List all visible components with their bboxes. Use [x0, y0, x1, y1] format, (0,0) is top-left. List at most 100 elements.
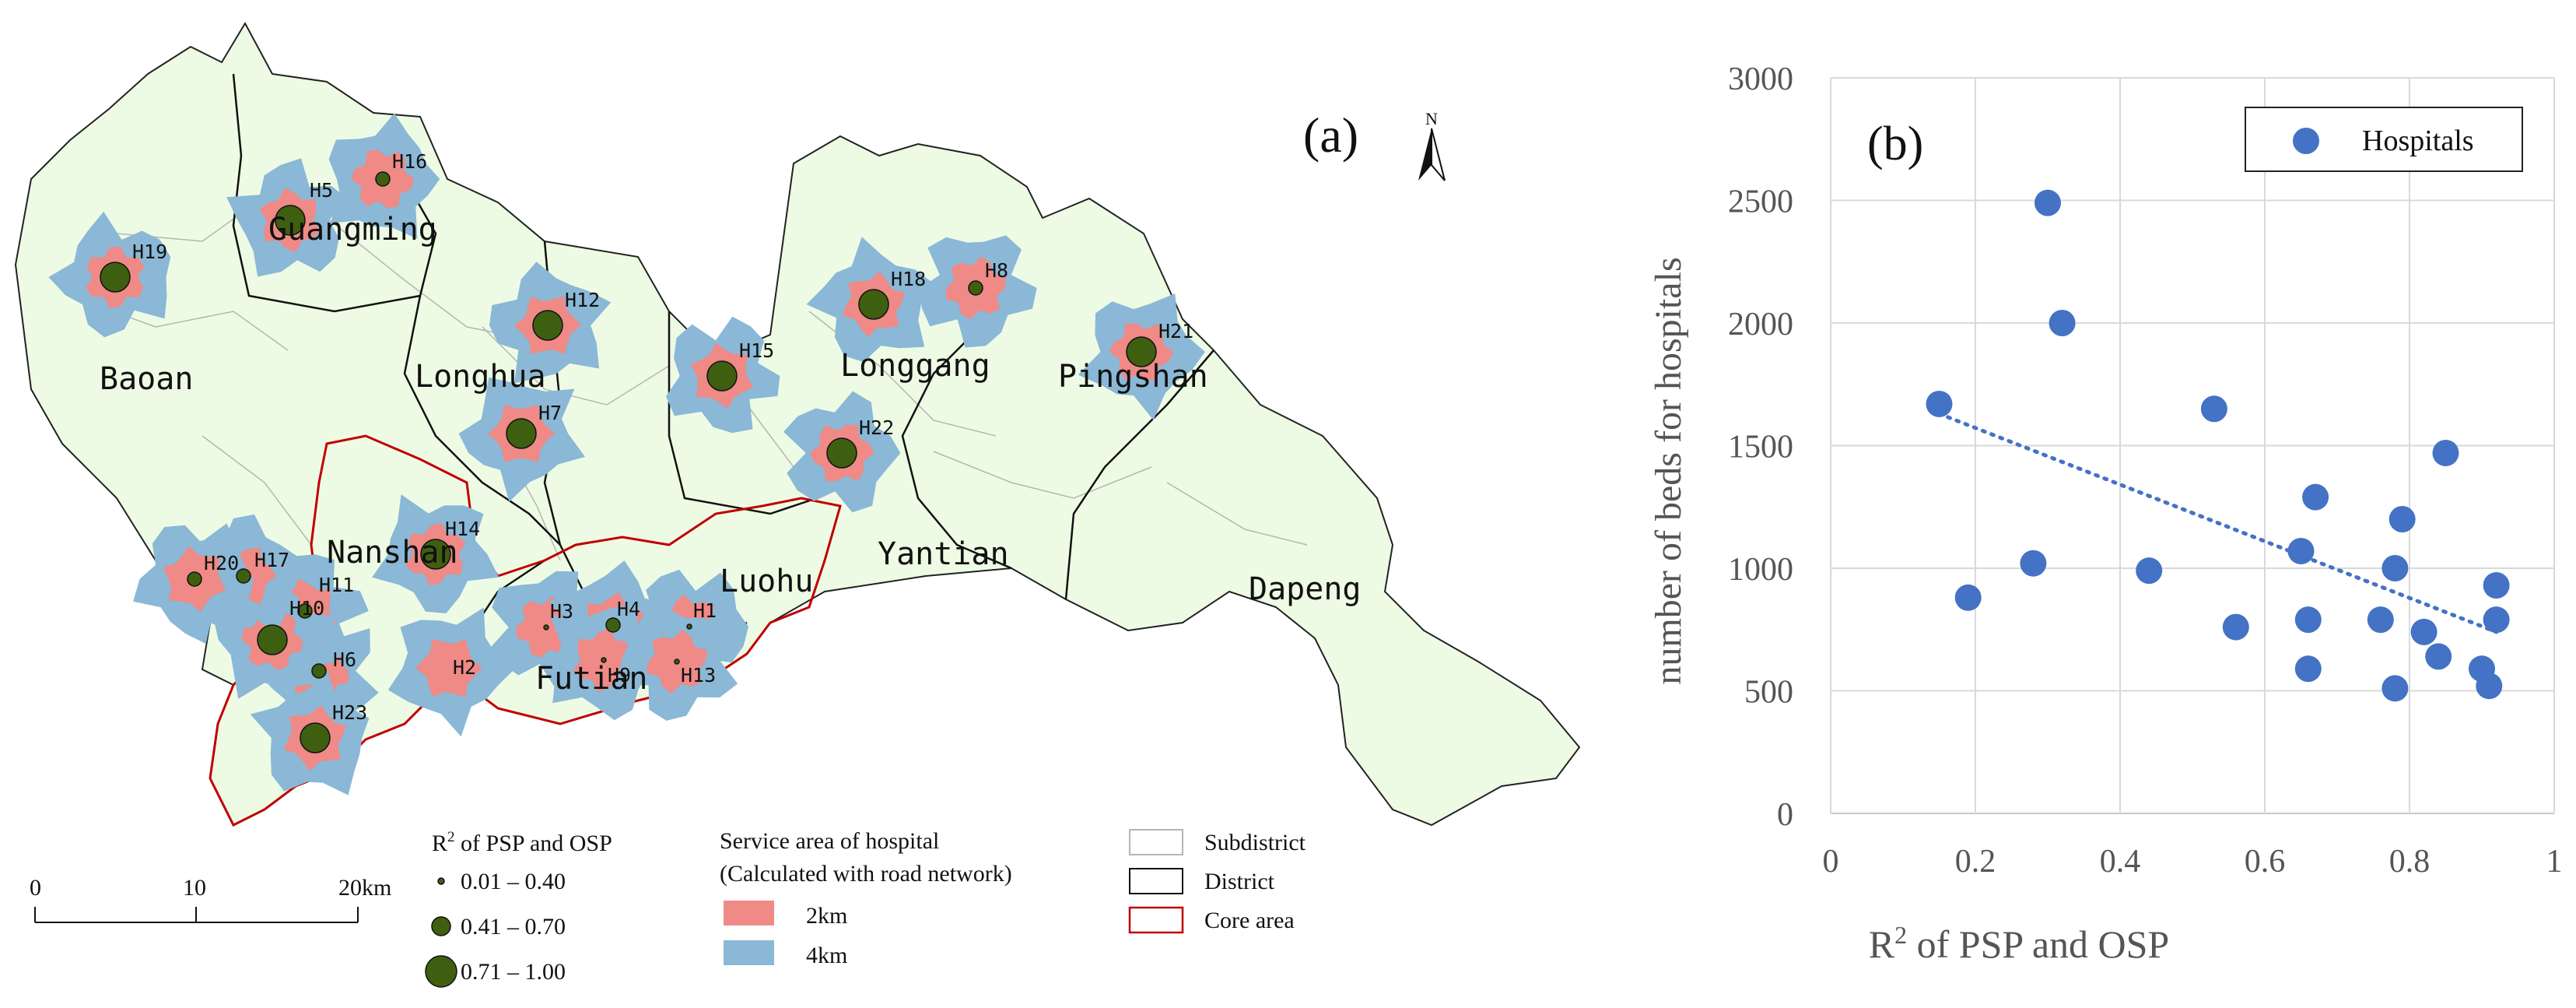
- y-tick-label: 3000: [1728, 61, 1793, 97]
- legend-r2-medium-marker: [431, 916, 451, 936]
- scale-bar: 0 10 20km: [30, 875, 391, 923]
- data-point: [2049, 310, 2076, 336]
- hospital-label-h2: H2: [453, 656, 476, 679]
- district-label-guangming: Guangming: [268, 212, 437, 248]
- hospital-label-h19: H19: [132, 241, 167, 263]
- legend-r2-small-marker: [437, 877, 445, 885]
- legend-2km-swatch: [724, 901, 774, 925]
- district-label-pingshan: Pingshan: [1058, 359, 1208, 395]
- svg-text:R2 of PSP and OSP: R2 of PSP and OSP: [432, 829, 612, 856]
- district-labels: Guangming Baoan Longhua Longgang Pingsha…: [100, 212, 1362, 697]
- legend-r2-medium-label: 0.41 – 0.70: [461, 914, 566, 940]
- data-point: [2410, 618, 2438, 645]
- y-tick-label: 2000: [1728, 307, 1793, 342]
- x-tick-label: 0.2: [1955, 844, 1996, 880]
- hospital-label-h7: H7: [538, 402, 562, 424]
- scatter-chart-panel: 0 500 1000 1500 2000 2500 3000 0 0.2 0.4 0.6 0.8 1 …: [1595, 0, 2576, 1004]
- legend-marker-hospitals: [2293, 128, 2319, 154]
- data-point: [2294, 606, 2322, 634]
- hospital-marker-h21: [1126, 336, 1157, 367]
- hospital-marker-h16: [375, 171, 391, 187]
- hospital-label-h8: H8: [985, 259, 1008, 282]
- hospital-label-h5: H5: [310, 179, 333, 202]
- hospital-marker-h14: [420, 539, 451, 570]
- hospital-label-h18: H18: [891, 268, 926, 290]
- hospital-label-h17: H17: [254, 549, 289, 571]
- y-tick-labels: 0 500 1000 1500 2000 2500 3000: [1728, 61, 1793, 833]
- scale-tick-10: 10: [183, 875, 206, 901]
- chart-legend: Hospitals: [2245, 107, 2523, 172]
- data-point: [2432, 439, 2459, 466]
- district-label-yantian: Yantian: [878, 536, 1009, 572]
- svg-text:(Calculated with road network): (Calculated with road network): [720, 861, 1012, 887]
- legend-core-area-label: Core area: [1204, 908, 1295, 933]
- hospital-marker-h18: [858, 289, 889, 320]
- scale-tick-20: 20km: [338, 875, 391, 901]
- legend-core-area-swatch: [1128, 906, 1184, 934]
- hospital-marker-h5: [275, 205, 306, 236]
- hospital-marker-h12: [532, 310, 563, 341]
- map-panel: H1 H2 H3 H4 H5 H6 H7 H8 H9 H10 H11 H12 H13 H14 H15 H16 H…: [14, 21, 1581, 988]
- hospital-marker-h13: [674, 659, 680, 665]
- data-point: [2483, 606, 2510, 634]
- y-tick-label: 500: [1744, 675, 1793, 711]
- hospital-label-h21: H21: [1158, 320, 1193, 342]
- hospital-marker-h23: [300, 722, 331, 753]
- hospital-label-h12: H12: [565, 289, 600, 311]
- x-tick-label: 0.6: [2245, 844, 2286, 880]
- legend-r2: R2 of PSP and OSP 0.01 – 0.40 0.41 – 0.7…: [425, 829, 612, 988]
- hospital-label-h9: H9: [608, 664, 631, 687]
- x-tick-label: 0: [1823, 844, 1839, 880]
- svg-text:N: N: [1425, 109, 1438, 128]
- legend-district-swatch: [1129, 868, 1183, 894]
- hospital-marker-h4: [605, 617, 621, 633]
- district-label-luohu: Luohu: [720, 564, 813, 599]
- hospital-label-h3: H3: [550, 600, 573, 623]
- hospital-marker-h6: [311, 663, 327, 679]
- trendline: [1937, 412, 2499, 634]
- legend-r2-small-label: 0.01 – 0.40: [461, 869, 566, 894]
- north-arrow-icon: N: [1418, 109, 1446, 181]
- hospital-label-h22: H22: [859, 416, 894, 439]
- hospital-label-h13: H13: [681, 664, 716, 687]
- district-label-futian: Futian: [535, 661, 648, 697]
- hospital-marker-h7: [506, 418, 537, 449]
- data-point: [2367, 606, 2394, 634]
- hospital-marker-h19: [100, 262, 131, 293]
- district-lines: [232, 73, 1214, 686]
- district-label-nanshan: Nanshan: [327, 535, 458, 571]
- hospital-marker-h20: [187, 571, 202, 587]
- data-point: [1954, 584, 1982, 611]
- hospital-label-h20: H20: [204, 552, 239, 574]
- data-point: [2035, 189, 2061, 216]
- data-point: [1926, 390, 1953, 417]
- hospital-label-h10: H10: [289, 597, 324, 620]
- y-tick-label: 0: [1777, 797, 1793, 833]
- scale-tick-0: 0: [30, 875, 41, 901]
- x-tick-label: 1: [2546, 844, 2563, 880]
- hospital-label-h15: H15: [739, 339, 774, 362]
- data-point: [2287, 537, 2315, 564]
- legend-subdistrict-label: Subdistrict: [1204, 830, 1306, 855]
- legend-4km-label: 4km: [806, 943, 847, 968]
- legend-r2-large-marker: [425, 955, 457, 988]
- data-point: [2302, 483, 2329, 511]
- hospital-label-h14: H14: [445, 518, 480, 540]
- data-point: [2425, 643, 2452, 670]
- x-tick-label: 0.4: [2100, 844, 2141, 880]
- x-axis-title: R2 of PSP and OSP: [1869, 921, 2170, 966]
- district-label-baoan: Baoan: [100, 361, 193, 397]
- y-tick-label: 2500: [1728, 184, 1793, 220]
- hospital-label-h6: H6: [333, 648, 356, 671]
- hospital-marker-h15: [706, 360, 738, 392]
- hospital-label-h11: H11: [319, 574, 354, 596]
- legend-2km-label: 2km: [806, 903, 847, 929]
- data-point: [2222, 613, 2249, 641]
- hospital-label-h16: H16: [392, 150, 427, 173]
- legend-4km-swatch: [724, 940, 774, 965]
- district-label-longhua: Longhua: [415, 359, 546, 395]
